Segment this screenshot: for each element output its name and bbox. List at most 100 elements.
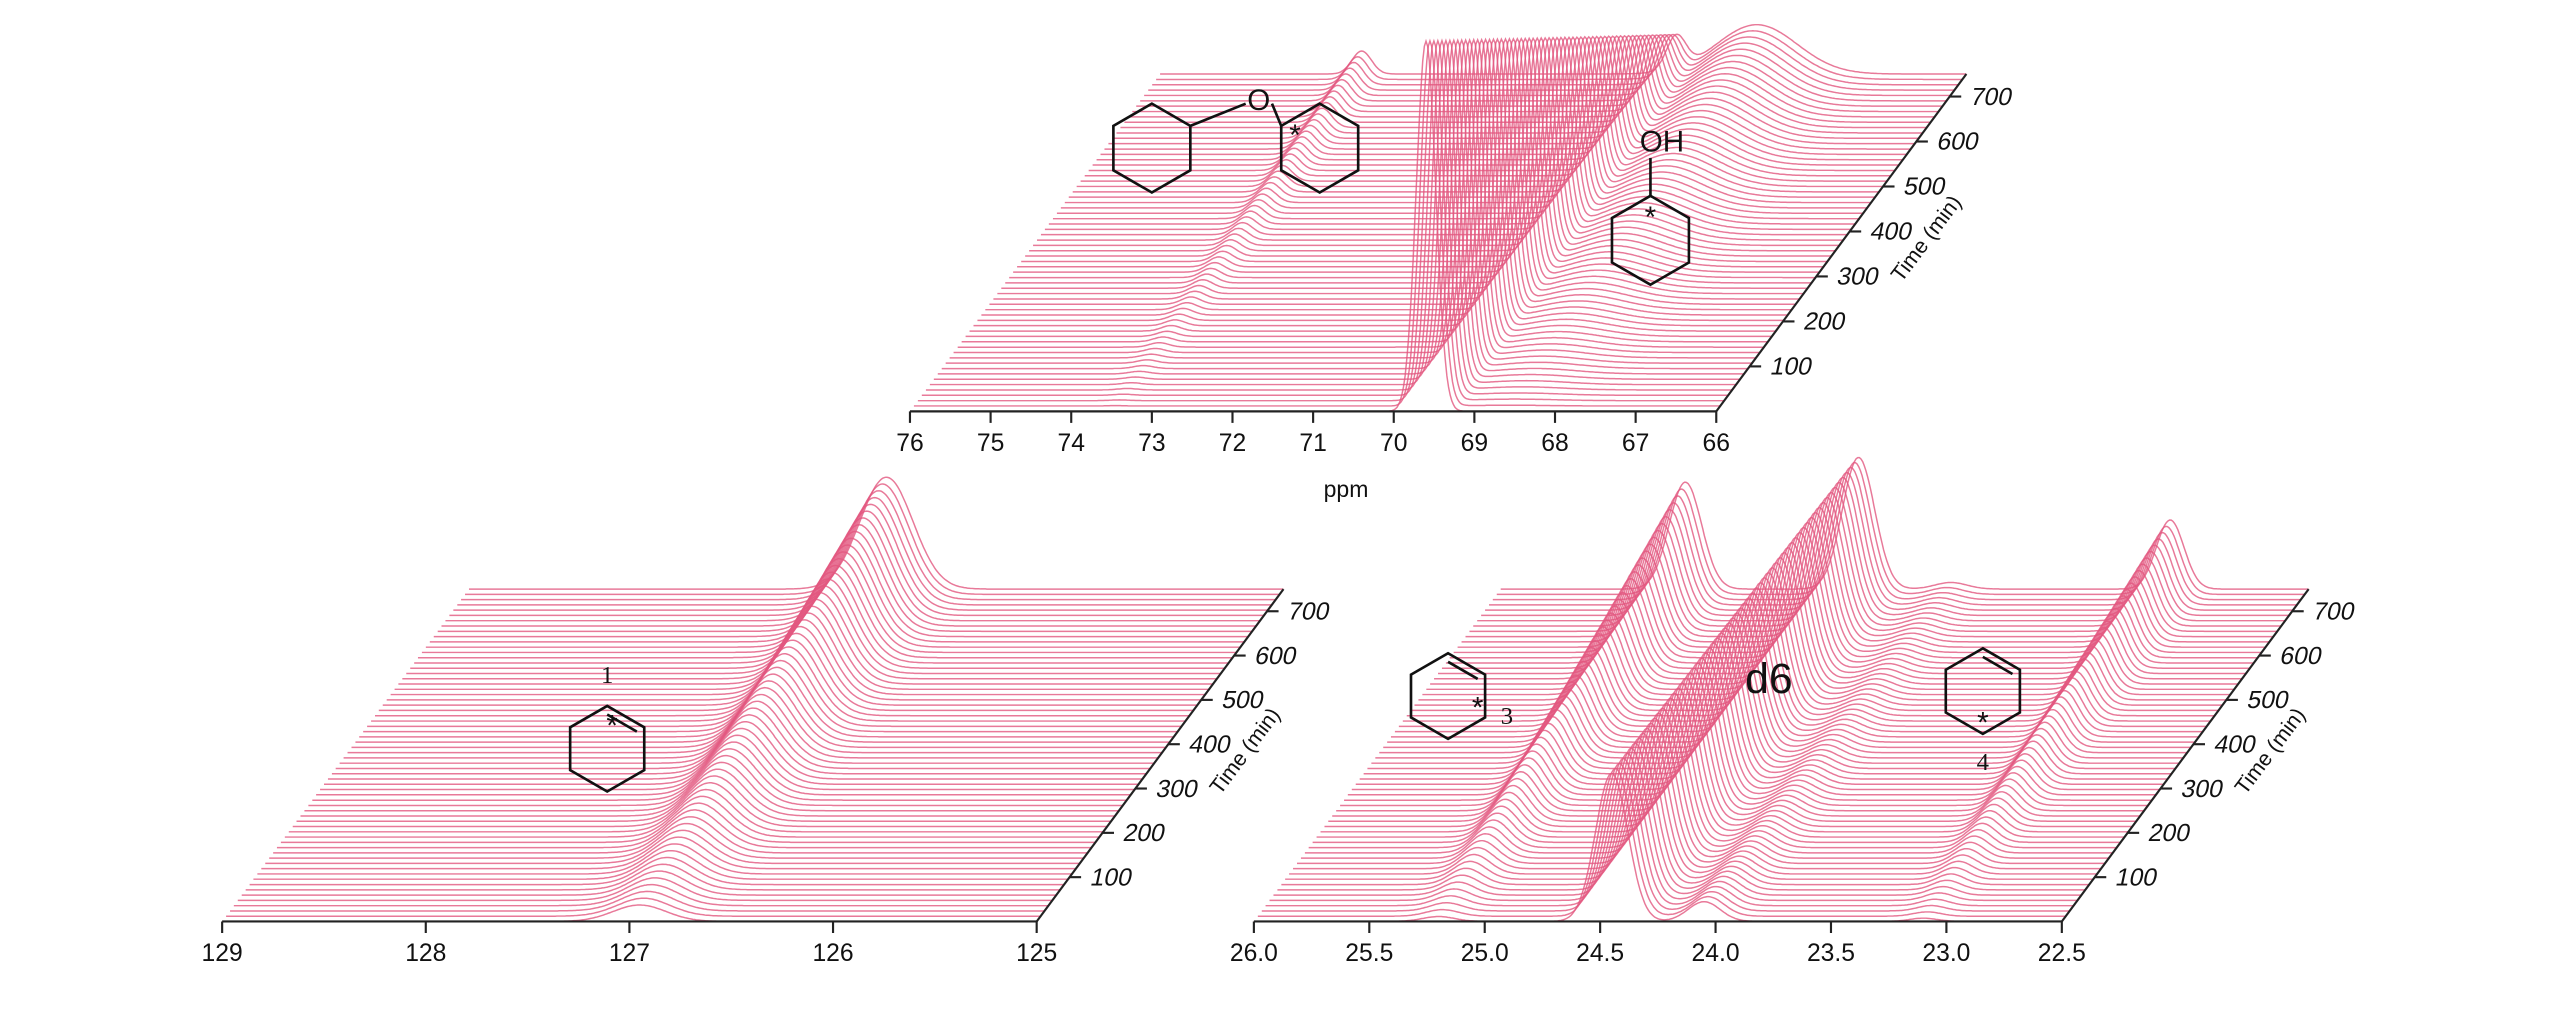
- annotation: 3: [1501, 703, 1513, 730]
- spectrum-trace: [1500, 456, 2309, 590]
- ring: [1610, 194, 1691, 287]
- spectrum-trace: [335, 707, 1151, 770]
- spectrum-trace: [410, 578, 1225, 669]
- spectrum-trace: [1308, 702, 2117, 849]
- spectrum-trace: [378, 632, 1194, 712]
- spectrum-trace: [1340, 662, 2149, 807]
- spectrum-trace: [327, 720, 1143, 780]
- spectrum-trace: [233, 883, 1049, 907]
- spectrum-trace: [465, 483, 1280, 596]
- traces: [222, 23, 2309, 923]
- x-tick-label: 128: [405, 940, 446, 967]
- spectrum-trace: [1072, 35, 1880, 193]
- time-tick-label: 200: [2146, 819, 2193, 847]
- spectrum-trace: [1257, 767, 2066, 917]
- spectrum-trace: [1056, 35, 1864, 214]
- spectrum-trace: [1469, 497, 2278, 633]
- x-tick-label: 68: [1541, 430, 1568, 457]
- spectrum-trace: [1481, 481, 2290, 617]
- spectrum-trace: [945, 37, 1752, 364]
- spectrum-trace: [449, 510, 1264, 617]
- spectrum-trace: [468, 476, 1284, 590]
- spectrum-trace: [1048, 35, 1856, 225]
- spectrum-trace: [1398, 587, 2207, 728]
- time-tick-label: 300: [1154, 775, 1201, 803]
- spectrum-trace: [1422, 557, 2231, 696]
- spectrum-trace: [929, 38, 1737, 386]
- spectrum-trace: [441, 524, 1257, 627]
- spectrum-trace: [226, 897, 1041, 917]
- spectrum-trace: [1152, 33, 1959, 86]
- spectrum-trace: [1426, 552, 2235, 691]
- x-tick-label: 125: [1016, 940, 1057, 967]
- double-bond: [1447, 660, 1479, 681]
- spectrum-trace: [1140, 34, 1947, 102]
- spectrum-trace: [1430, 547, 2239, 685]
- time-tick-label: 300: [1835, 263, 1882, 291]
- spectrum-trace: [1277, 742, 2086, 891]
- spectrum-trace: [1473, 491, 2282, 627]
- spectrum-trace: [1465, 501, 2274, 638]
- time-tick-label: 300: [2179, 775, 2226, 803]
- spectrum-trace: [343, 693, 1159, 759]
- spectrum-trace: [1132, 34, 1939, 113]
- spectrum-trace: [1148, 33, 1955, 91]
- spectrum-trace: [1144, 34, 1951, 97]
- structures: [568, 102, 2022, 794]
- time-tick-label: 700: [1286, 598, 1333, 626]
- bond: [1189, 102, 1247, 128]
- x-tick-label: 73: [1138, 430, 1165, 457]
- spectrum-trace: [300, 768, 1115, 817]
- annotation: *: [1289, 119, 1301, 152]
- spectrum-trace: [1060, 35, 1868, 209]
- ring: [1944, 646, 2022, 736]
- spectrum-trace: [1136, 34, 1943, 107]
- spectrum-trace: [429, 544, 1245, 643]
- x-tick-label: 76: [896, 430, 923, 457]
- spectrum-trace: [355, 673, 1170, 743]
- spectrum-trace: [375, 639, 1190, 717]
- spectrum-trace: [222, 904, 1037, 923]
- spectrum-trace: [1394, 592, 2203, 733]
- spectrum-trace: [973, 37, 1780, 327]
- spectrum-trace: [1418, 562, 2227, 701]
- bond: [1270, 103, 1283, 127]
- spectrum-trace: [989, 37, 1796, 305]
- time-axis: [2060, 588, 2310, 923]
- time-tick-label: 400: [2212, 731, 2259, 759]
- spectrum-trace: [351, 680, 1167, 749]
- time-tick-label: 600: [1253, 642, 1300, 670]
- spectrum-trace: [265, 829, 1080, 865]
- spectrum-trace: [1001, 36, 1808, 290]
- x-tick-label: 126: [812, 940, 853, 967]
- spectrum-trace: [1281, 737, 2090, 886]
- time-tick-label: 100: [2113, 864, 2160, 892]
- spectrum-trace: [257, 843, 1072, 875]
- spectrum-trace: [1052, 36, 1860, 220]
- spectrum-trace: [445, 517, 1260, 622]
- spectrum-trace: [1312, 697, 2121, 844]
- spectrum-trace: [1359, 637, 2168, 780]
- spectrum-trace: [406, 585, 1221, 675]
- spectrum-trace: [347, 686, 1163, 754]
- spectrum-trace: [1040, 36, 1848, 236]
- spectrum-trace: [457, 496, 1272, 606]
- spectrum-trace: [1005, 37, 1812, 284]
- spectrum-trace: [977, 37, 1784, 322]
- spectrum-trace: [433, 537, 1249, 638]
- spectrum-trace: [1457, 511, 2266, 648]
- annotation: OH: [1640, 125, 1684, 158]
- spectrum-trace: [386, 619, 1202, 701]
- spectrum-trace: [308, 754, 1123, 807]
- spectrum-trace: [1375, 617, 2184, 759]
- spectrum-trace: [1406, 577, 2215, 717]
- spectrum-trace: [921, 38, 1729, 396]
- spectrum-trace: [312, 748, 1127, 801]
- ring: [1409, 651, 1487, 741]
- spectrum-trace: [1293, 722, 2101, 870]
- spectrum-trace: [339, 700, 1155, 764]
- double-bond: [606, 713, 638, 733]
- spectrum-trace: [953, 37, 1760, 354]
- spectrum-trace: [1410, 572, 2219, 712]
